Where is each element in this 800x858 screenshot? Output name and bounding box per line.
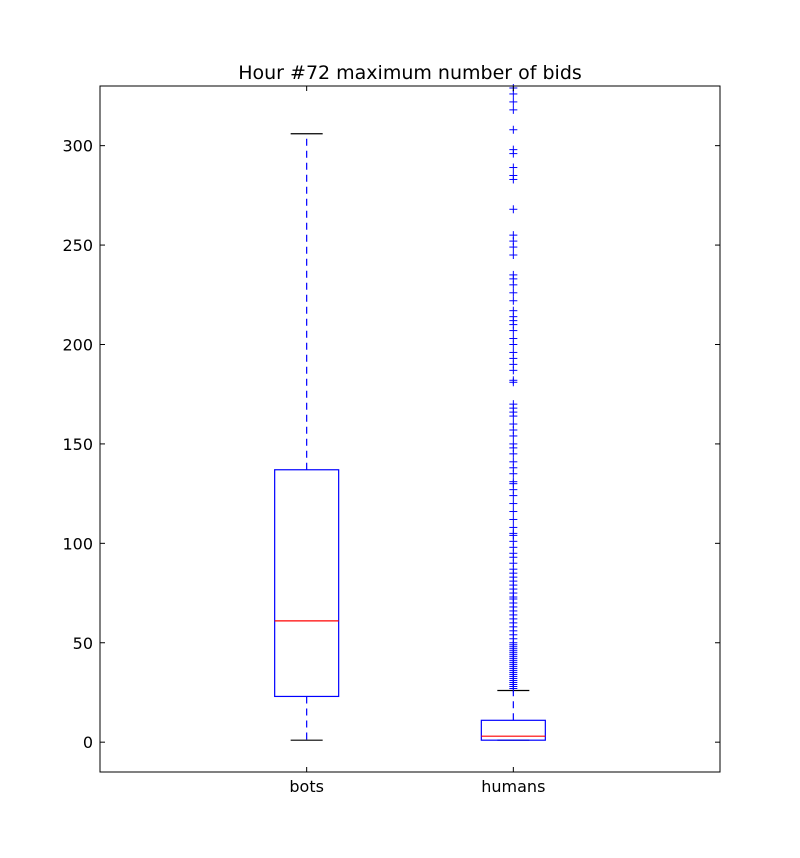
- flier: [509, 251, 518, 260]
- chart-title: Hour #72 maximum number of bids: [238, 62, 582, 84]
- y-tick-label: 50: [73, 634, 93, 653]
- flier: [509, 439, 518, 448]
- flier: [509, 477, 518, 486]
- box-humans: [480, 83, 546, 741]
- flier: [509, 523, 518, 532]
- flier: [509, 515, 518, 524]
- box-bots: [274, 133, 340, 741]
- flier: [509, 270, 518, 279]
- flier: [509, 231, 518, 240]
- flier: [509, 163, 518, 172]
- plot-area: [274, 83, 546, 741]
- flier: [509, 296, 518, 305]
- y-tick-label: 250: [62, 236, 93, 255]
- x-tick-label: humans: [481, 777, 545, 796]
- flier: [509, 420, 518, 429]
- flier: [509, 125, 518, 134]
- flier: [509, 334, 518, 343]
- y-tick-label: 300: [62, 137, 93, 156]
- flier: [509, 288, 518, 297]
- flier: [509, 205, 518, 214]
- flier: [509, 499, 518, 508]
- y-tick-label: 100: [62, 534, 93, 553]
- plot-frame: [99, 85, 721, 773]
- flier: [509, 105, 518, 114]
- flier: [509, 457, 518, 466]
- flier: [509, 400, 518, 409]
- y-axis: 0 50 100 150 200 250 300: [62, 137, 720, 752]
- flier: [509, 507, 518, 516]
- flier: [509, 376, 518, 385]
- x-tick-label: bots: [289, 777, 324, 796]
- y-tick-label: 150: [62, 435, 93, 454]
- flier: [509, 145, 518, 154]
- flier: [509, 348, 518, 357]
- x-axis: bots humans: [289, 86, 545, 796]
- y-tick-label: 0: [83, 733, 93, 752]
- iqr-box: [274, 469, 340, 698]
- flier: [509, 171, 518, 180]
- flier: [509, 306, 518, 315]
- iqr-box: [480, 719, 546, 741]
- y-tick-label: 200: [62, 335, 93, 354]
- flier: [509, 97, 518, 106]
